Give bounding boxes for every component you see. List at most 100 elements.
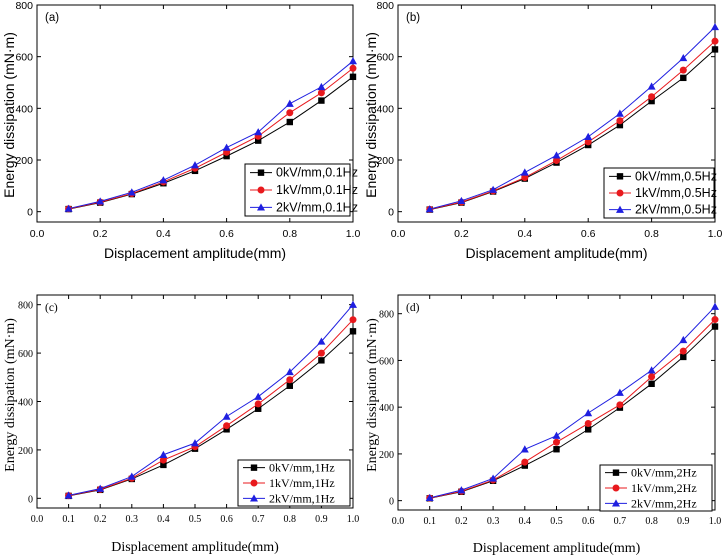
y-tick-label: 800 bbox=[379, 310, 394, 321]
marker-square bbox=[318, 357, 325, 364]
series-line-1 bbox=[68, 67, 354, 210]
marker-circle bbox=[711, 37, 719, 45]
x-tick-label: 1.0 bbox=[709, 516, 722, 527]
legend-entry: 0kV/mm,0.5Hz bbox=[635, 169, 717, 183]
marker-square bbox=[680, 353, 687, 361]
marker-square bbox=[521, 462, 528, 469]
marker-circle bbox=[317, 89, 325, 97]
y-tick-label: 400 bbox=[376, 103, 394, 115]
marker-triangle bbox=[349, 300, 357, 308]
y-tick-label: 800 bbox=[15, 0, 33, 12]
legend-entry: 1kV/mm,2Hz bbox=[631, 481, 697, 495]
y-axis-label: Energy dissipation (mN·m) bbox=[363, 32, 379, 198]
legend-entry: 2kV/mm,1Hz bbox=[269, 491, 335, 505]
y-tick-label: 600 bbox=[15, 52, 33, 64]
marker-circle bbox=[616, 117, 624, 125]
marker-triangle bbox=[127, 188, 136, 196]
x-tick-label: 0.5 bbox=[189, 514, 202, 525]
y-axis-label: Energy dissipation (mN·m) bbox=[365, 318, 380, 472]
x-tick-label: 0.2 bbox=[93, 228, 108, 240]
x-tick-label: 1.0 bbox=[347, 514, 360, 525]
marker-circle bbox=[349, 316, 357, 324]
x-tick-label: 0.2 bbox=[94, 514, 107, 525]
marker-circle bbox=[250, 479, 258, 487]
marker-triangle bbox=[616, 205, 624, 213]
y-tick-label: 600 bbox=[379, 356, 394, 367]
marker-triangle bbox=[552, 151, 561, 159]
plot-frame bbox=[397, 4, 716, 223]
y-tick-label: 0 bbox=[27, 207, 33, 219]
x-tick-label: 0.3 bbox=[487, 516, 500, 527]
series-line-0 bbox=[68, 330, 354, 497]
y-tick-label: 400 bbox=[15, 103, 33, 115]
marker-square bbox=[616, 173, 624, 180]
marker-triangle bbox=[489, 474, 498, 482]
marker-square bbox=[286, 118, 293, 126]
x-tick-label: 0.6 bbox=[219, 228, 234, 240]
marker-triangle bbox=[159, 176, 168, 184]
marker-triangle bbox=[285, 367, 294, 376]
series-line-1 bbox=[429, 319, 716, 499]
x-axis-label: Displacement amplitude(mm) bbox=[111, 540, 279, 555]
marker-square bbox=[648, 380, 655, 388]
marker-square bbox=[255, 137, 262, 144]
marker-square bbox=[585, 426, 592, 433]
x-tick-label: 0.2 bbox=[455, 516, 468, 527]
x-tick-label: 0.0 bbox=[30, 228, 45, 240]
x-tick-label: 0.1 bbox=[423, 516, 436, 527]
marker-triangle bbox=[254, 392, 263, 400]
marker-circle bbox=[223, 422, 231, 430]
x-tick-label: 0.4 bbox=[517, 228, 532, 240]
marker-square bbox=[612, 469, 620, 476]
marker-square bbox=[257, 169, 265, 176]
marker-circle bbox=[616, 189, 624, 197]
panel-label: (b) bbox=[406, 12, 420, 24]
marker-square bbox=[648, 97, 655, 105]
y-tick-label: 600 bbox=[376, 52, 394, 64]
x-tick-label: 1.0 bbox=[346, 228, 361, 240]
marker-triangle bbox=[317, 82, 326, 91]
legend-entry: 1kV/mm,1Hz bbox=[269, 476, 335, 490]
x-tick-label: 0.0 bbox=[392, 516, 405, 527]
x-tick-label: 0.4 bbox=[156, 228, 171, 240]
x-tick-label: 0.9 bbox=[677, 516, 690, 527]
marker-triangle bbox=[612, 499, 620, 507]
marker-triangle bbox=[425, 493, 434, 502]
marker-circle bbox=[679, 347, 687, 355]
marker-square bbox=[255, 405, 262, 412]
marker-circle bbox=[679, 66, 687, 74]
marker-square bbox=[349, 73, 357, 81]
series-line-2 bbox=[68, 304, 354, 496]
x-tick-label: 0.0 bbox=[31, 514, 44, 525]
x-tick-label: 0.0 bbox=[391, 228, 406, 240]
y-axis-label: Energy dissipation (mN·m) bbox=[3, 318, 18, 472]
marker-triangle bbox=[489, 185, 498, 193]
y-tick-label: 0 bbox=[388, 207, 394, 219]
x-tick-label: 1.0 bbox=[708, 228, 723, 240]
y-tick-label: 600 bbox=[18, 349, 33, 360]
marker-square bbox=[711, 323, 719, 330]
marker-triangle bbox=[127, 472, 136, 480]
marker-triangle bbox=[584, 132, 593, 140]
x-axis-label: Displacement amplitude(mm) bbox=[473, 541, 641, 556]
chart-panel-0: 0.0 0.2 0.4 0.6 0.8 1.0 0 200 400 600 800 (a) Displa… bbox=[1, 0, 360, 261]
marker-square bbox=[711, 46, 719, 53]
panel-label: (c) bbox=[45, 302, 58, 314]
series-line-2 bbox=[429, 306, 716, 499]
marker-circle bbox=[286, 109, 294, 117]
marker-triangle bbox=[191, 439, 199, 447]
marker-triangle bbox=[647, 366, 656, 374]
y-tick-label: 200 bbox=[376, 155, 394, 167]
series-line-1 bbox=[68, 319, 354, 497]
marker-square bbox=[616, 121, 624, 129]
x-axis-label: Displacement amplitude(mm) bbox=[104, 245, 286, 261]
legend-entry: 1kV/mm,0.1Hz bbox=[276, 183, 358, 197]
legend-entry: 2kV/mm,2Hz bbox=[631, 496, 697, 510]
marker-circle bbox=[349, 64, 357, 72]
marker-square bbox=[318, 97, 325, 104]
marker-circle bbox=[584, 138, 592, 146]
marker-triangle bbox=[711, 22, 719, 31]
marker-triangle bbox=[584, 409, 593, 417]
marker-square bbox=[223, 426, 230, 433]
